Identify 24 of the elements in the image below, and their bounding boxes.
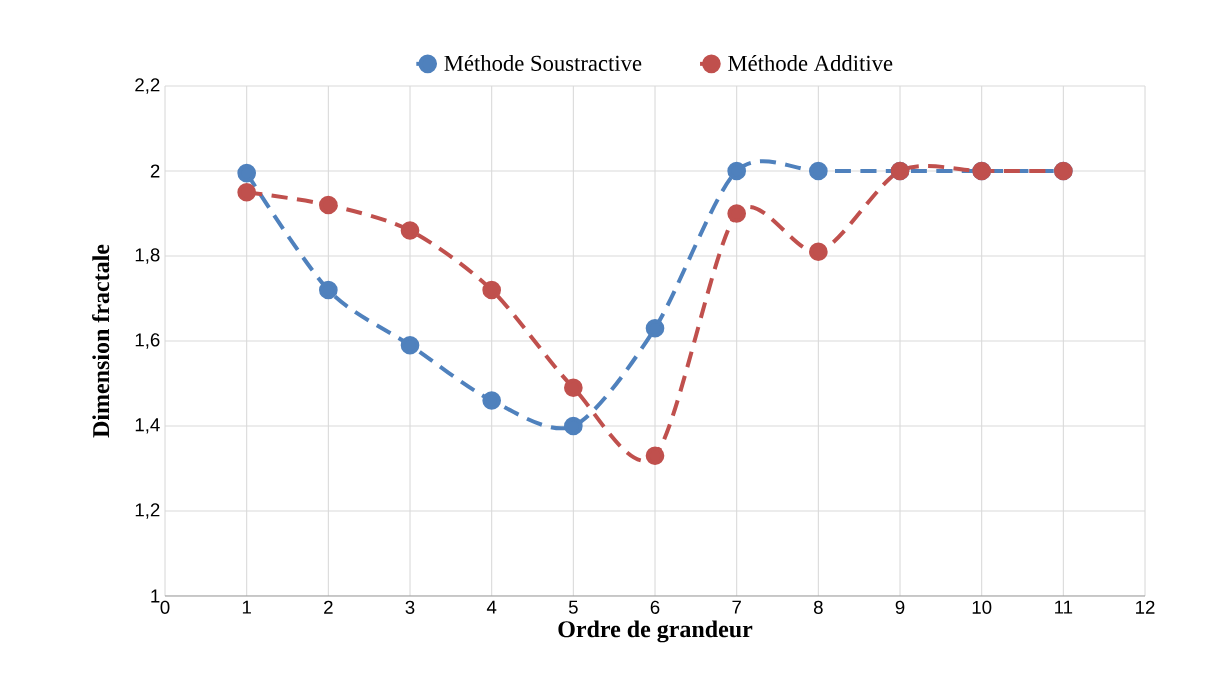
x-tick-label: 11 <box>1055 600 1073 614</box>
x-tick-label: 5 <box>568 600 578 614</box>
y-tick-label: 2,2 <box>135 78 160 94</box>
x-tick-label: 4 <box>486 600 497 614</box>
x-axis-title: Ordre de grandeur <box>558 620 753 643</box>
x-tick-label: 8 <box>813 600 823 614</box>
x-tick-label: 3 <box>405 600 415 614</box>
y-tick-label: 1,2 <box>135 503 160 519</box>
y-tick-label: 1,6 <box>135 333 160 349</box>
y-tick-label: 1 <box>151 589 160 603</box>
y-tick-label: 2 <box>150 164 160 178</box>
y-axis-title: Dimension fractale <box>92 244 110 438</box>
legend-label: Méthode Soustractive <box>444 54 642 71</box>
legend-label: Méthode Additive <box>728 54 893 71</box>
x-tick-label: 2 <box>324 600 333 614</box>
x-tick-label: 6 <box>650 600 660 614</box>
x-tick-label: 1 <box>242 600 251 614</box>
y-tick-label: 1,8 <box>135 248 160 264</box>
x-tick-label: 7 <box>732 600 741 614</box>
y-tick-label: 1,4 <box>135 418 160 434</box>
x-tick-label: 0 <box>160 600 170 614</box>
x-tick-label: 9 <box>895 600 905 614</box>
x-tick-label: 10 <box>972 600 992 614</box>
x-tick-label: 12 <box>1136 600 1155 614</box>
